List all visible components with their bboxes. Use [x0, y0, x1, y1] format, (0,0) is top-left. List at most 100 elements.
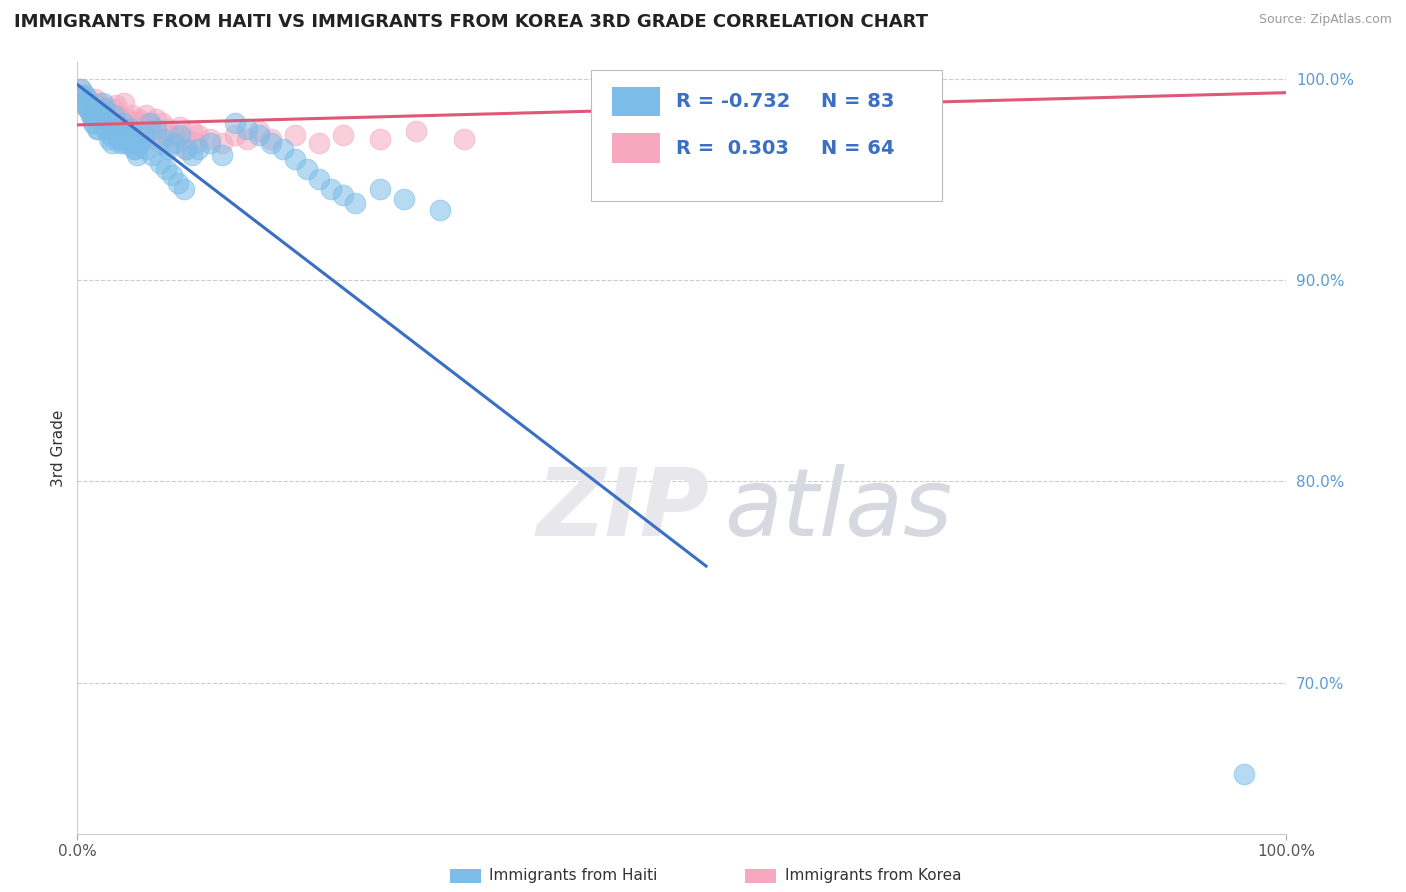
Text: ZIP: ZIP: [537, 464, 710, 556]
FancyBboxPatch shape: [612, 134, 661, 162]
Point: [121, 136, 143, 150]
Point: [104, 122, 127, 136]
Point: [117, 116, 139, 130]
Point: [118, 128, 141, 142]
Point: [79, 102, 101, 116]
Point: [139, 116, 162, 130]
Point: [157, 122, 180, 136]
Point: [77, 102, 100, 116]
Point: [160, 168, 183, 182]
Point: [70, 87, 93, 102]
Point: [111, 128, 134, 142]
Point: [110, 116, 132, 130]
Point: [93, 102, 115, 116]
Point: [124, 142, 146, 156]
Point: [77, 102, 100, 116]
Point: [224, 116, 246, 130]
Point: [122, 124, 145, 138]
Point: [69, 81, 91, 95]
Point: [148, 156, 170, 170]
Point: [84, 92, 107, 106]
Point: [284, 128, 307, 142]
Point: [127, 136, 149, 150]
Point: [429, 202, 451, 217]
Point: [235, 122, 257, 136]
Point: [148, 136, 170, 150]
Point: [114, 128, 136, 142]
Point: [89, 108, 111, 122]
Point: [200, 132, 222, 146]
Point: [139, 116, 162, 130]
Point: [90, 116, 112, 130]
Point: [83, 95, 105, 110]
Point: [163, 128, 186, 142]
Point: [129, 136, 152, 150]
Point: [72, 87, 94, 102]
Point: [392, 193, 415, 207]
Point: [344, 196, 367, 211]
Point: [91, 95, 114, 110]
Point: [453, 132, 475, 146]
Point: [91, 102, 114, 116]
Text: Immigrants from Korea: Immigrants from Korea: [785, 869, 962, 883]
Point: [169, 128, 191, 142]
Point: [96, 122, 118, 136]
Point: [80, 108, 103, 122]
Point: [128, 112, 150, 126]
Point: [224, 128, 246, 142]
Point: [87, 108, 110, 122]
Point: [145, 112, 167, 126]
Point: [145, 122, 167, 136]
Point: [105, 108, 128, 122]
Point: [155, 162, 177, 177]
Point: [184, 136, 207, 150]
Point: [97, 108, 120, 122]
Point: [117, 136, 139, 150]
Point: [87, 103, 110, 118]
Point: [211, 148, 233, 162]
Text: N = 83: N = 83: [821, 92, 894, 112]
Point: [70, 81, 93, 95]
FancyBboxPatch shape: [612, 87, 661, 117]
Point: [284, 152, 307, 166]
Point: [132, 128, 155, 142]
FancyBboxPatch shape: [592, 70, 942, 202]
Point: [120, 122, 142, 136]
Text: N = 64: N = 64: [821, 138, 894, 158]
Point: [368, 132, 391, 146]
Point: [181, 148, 204, 162]
Point: [166, 177, 188, 191]
Point: [82, 116, 104, 130]
Point: [235, 132, 257, 146]
Point: [132, 122, 155, 136]
Point: [108, 112, 131, 126]
Point: [124, 116, 146, 130]
Point: [94, 100, 117, 114]
Point: [271, 142, 294, 156]
Point: [125, 148, 148, 162]
Point: [115, 122, 138, 136]
Point: [247, 128, 270, 142]
Text: R =  0.303: R = 0.303: [676, 138, 789, 158]
Point: [100, 116, 122, 130]
Point: [110, 122, 132, 136]
Point: [115, 112, 138, 126]
Point: [79, 108, 101, 122]
Point: [80, 108, 103, 122]
Point: [96, 112, 118, 126]
Point: [86, 122, 108, 136]
Text: R = -0.732: R = -0.732: [676, 92, 790, 112]
Point: [150, 116, 173, 130]
Text: Source: ZipAtlas.com: Source: ZipAtlas.com: [1258, 13, 1392, 27]
Point: [121, 108, 143, 122]
Point: [70, 92, 93, 106]
Point: [332, 128, 354, 142]
Point: [97, 132, 120, 146]
Point: [405, 124, 427, 138]
Y-axis label: 3rd Grade: 3rd Grade: [51, 409, 66, 487]
Point: [260, 136, 283, 150]
Point: [98, 116, 121, 130]
Point: [173, 182, 195, 196]
Point: [368, 182, 391, 196]
Point: [332, 188, 354, 202]
